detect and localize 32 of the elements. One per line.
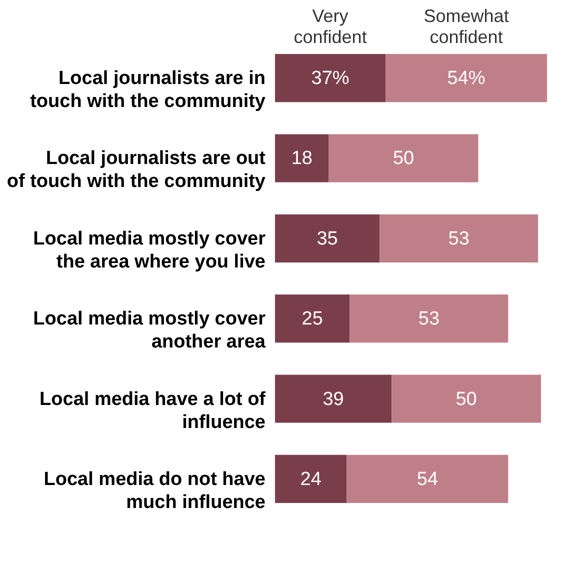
bar [328,134,478,182]
y-tick-label: Local media mostly cover the area where you live [33,228,266,272]
bar [275,214,380,262]
data-label: 50 [456,388,477,410]
y-tick-label: Local media mostly cover another area [33,308,266,353]
data-label: 50 [392,148,414,170]
bar [380,214,538,262]
bar [392,374,542,423]
data-label: 39 [322,388,344,410]
data-label: 35 [316,228,338,250]
bar [275,54,386,102]
data-label: 18 [291,148,312,170]
bar [275,454,347,503]
bar [275,134,329,182]
data-label: 53 [418,308,440,330]
data-label: 25 [302,308,323,330]
y-tick-label: Local journalists are out of touch with the community [6,148,266,192]
y-tick-label: Local media have a lot of influence [40,388,266,433]
series-label: Somewhat confident [424,6,509,48]
y-tick-label: Local media do not have much influence [44,468,266,513]
data-label: 54 [416,468,438,490]
data-label: 54% [447,68,486,90]
bar [346,454,508,503]
bar [350,294,508,343]
y-tick-label: Local journalists are in touch with the community [30,68,266,112]
data-label: 53 [448,228,470,250]
bar [275,294,350,343]
data-label: 24 [300,468,322,490]
series-label: Very confident [294,6,367,48]
bar [275,374,392,423]
data-label: 37% [311,68,350,90]
bar [386,54,547,102]
